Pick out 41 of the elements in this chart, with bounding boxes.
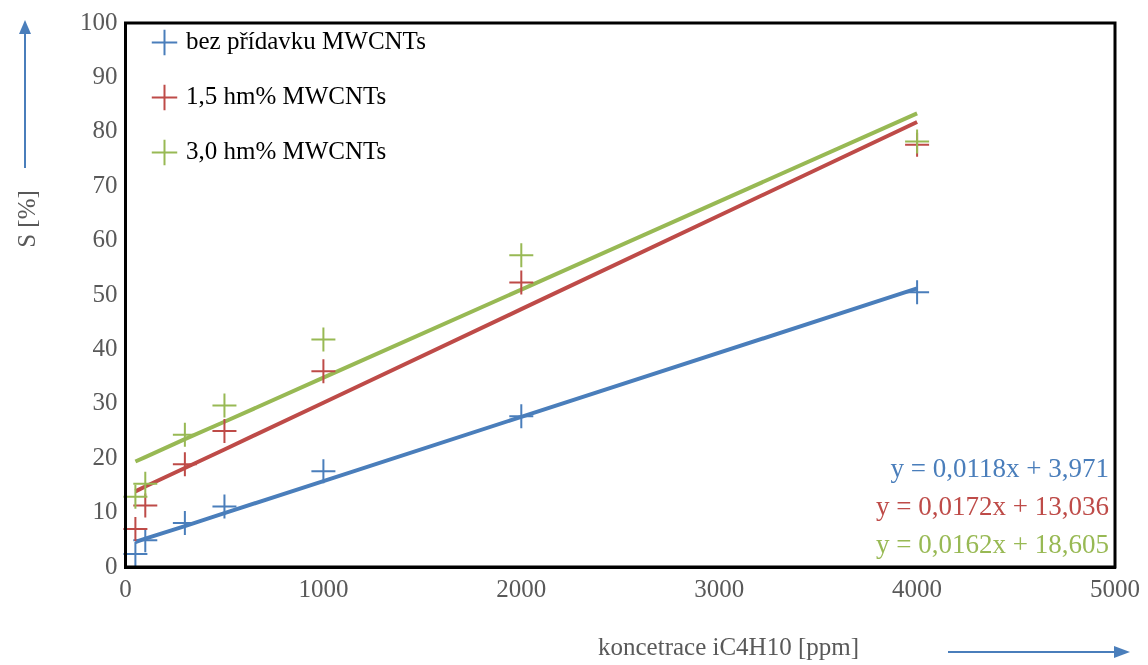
point <box>212 419 237 443</box>
y-tick-label: 70 <box>92 170 118 198</box>
point <box>311 459 336 484</box>
x-tick-label: 5000 <box>1090 574 1140 602</box>
y-tick-label: 90 <box>92 61 118 89</box>
x-tick-label: 4000 <box>892 574 943 602</box>
annotation: y = 0,0118x + 3,971 <box>890 453 1109 483</box>
point <box>905 280 930 305</box>
y-tick-label: 20 <box>92 442 118 470</box>
point <box>311 327 336 352</box>
point <box>509 243 534 268</box>
y-axis-title: S [%] <box>12 190 41 248</box>
y-tick-label: 50 <box>92 279 118 307</box>
legend-label: bez přídavku MWCNTs <box>186 27 426 55</box>
point <box>123 541 148 566</box>
point <box>509 404 534 429</box>
legend-label: 1,5 hm% MWCNTs <box>186 82 387 110</box>
point <box>172 422 197 447</box>
annotation: y = 0,0162x + 18,605 <box>876 529 1109 559</box>
point <box>133 528 158 553</box>
y-tick-label: 0 <box>105 551 118 579</box>
x-tick-label: 2000 <box>496 574 547 602</box>
point <box>133 471 158 496</box>
legend-label: 3,0 hm% MWCNTs <box>186 137 387 165</box>
y-tick-label: 10 <box>92 497 118 525</box>
y-tick-label: 100 <box>80 7 118 35</box>
x-tick-label: 3000 <box>694 574 745 602</box>
x-tick-label: 1000 <box>298 574 349 602</box>
point <box>212 494 237 519</box>
y-tick-label: 60 <box>92 225 118 253</box>
point <box>123 516 148 541</box>
y-tick-label: 80 <box>92 116 118 144</box>
point <box>123 484 148 509</box>
point <box>212 393 237 418</box>
point <box>509 270 534 295</box>
point <box>311 359 336 384</box>
y-tick-label: 40 <box>92 333 118 361</box>
x-axis-title: koncetrace iC4H10 [ppm] <box>598 633 860 661</box>
y-tick-label: 30 <box>92 388 118 416</box>
annotation: y = 0,0172x + 13,036 <box>876 491 1109 521</box>
point <box>172 452 197 477</box>
